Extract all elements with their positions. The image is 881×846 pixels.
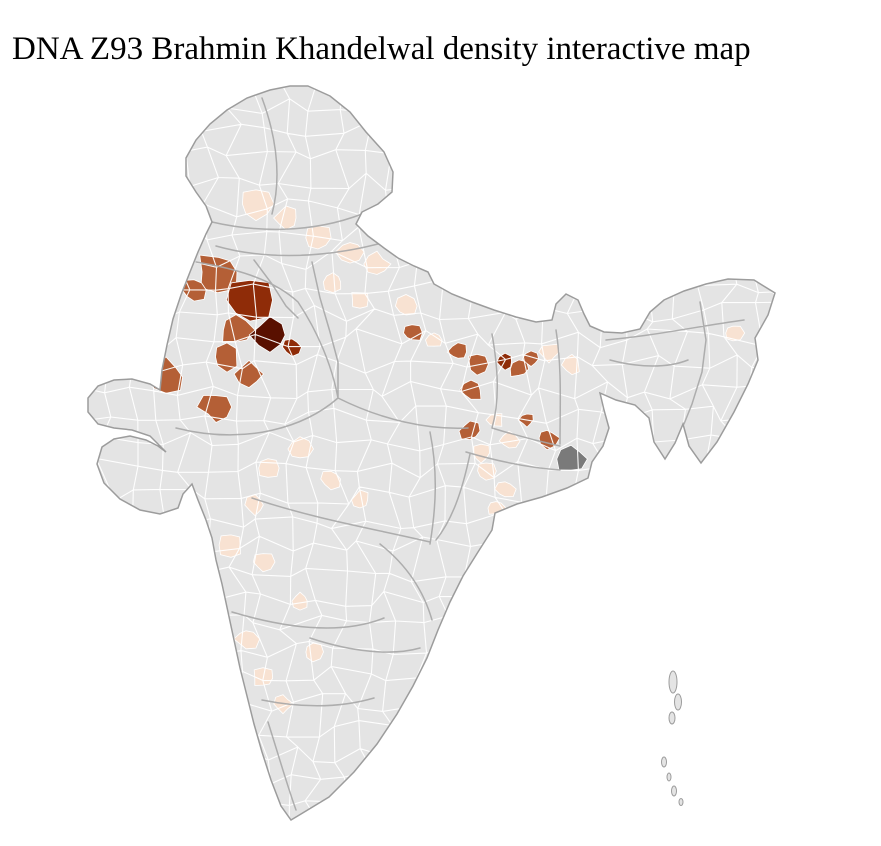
- district-region-low[interactable]: [363, 250, 392, 275]
- district-region-medium[interactable]: [446, 342, 467, 359]
- andaman-nicobar-islands[interactable]: [661, 670, 684, 806]
- district-region-low[interactable]: [320, 470, 341, 491]
- island[interactable]: [674, 693, 682, 711]
- island[interactable]: [666, 772, 672, 782]
- island[interactable]: [678, 798, 684, 806]
- district-region-high[interactable]: [225, 279, 273, 322]
- district-region-highest[interactable]: [248, 316, 286, 353]
- district-region-low[interactable]: [218, 534, 242, 558]
- district-region-low[interactable]: [425, 332, 443, 347]
- island[interactable]: [668, 670, 678, 694]
- island[interactable]: [671, 785, 677, 797]
- district-region-high[interactable]: [282, 338, 302, 357]
- india-landmass[interactable]: [88, 86, 775, 820]
- district-region-low[interactable]: [252, 553, 276, 573]
- district-region-low[interactable]: [538, 343, 561, 364]
- district-region-medium[interactable]: [403, 324, 423, 341]
- district-region-medium[interactable]: [521, 350, 540, 368]
- district-region-medium[interactable]: [517, 413, 534, 428]
- district-region-low[interactable]: [291, 591, 308, 611]
- district-region-low[interactable]: [322, 272, 342, 294]
- district-regions: [142, 189, 746, 715]
- island[interactable]: [661, 756, 667, 768]
- page-title: DNA Z93 Brahmin Khandelwal density inter…: [12, 31, 751, 68]
- island[interactable]: [668, 711, 676, 725]
- district-region-low[interactable]: [273, 205, 297, 231]
- state-borders: [175, 97, 745, 811]
- district-region-low[interactable]: [258, 458, 280, 478]
- district-region-medium[interactable]: [233, 359, 265, 389]
- district-region-medium[interactable]: [459, 379, 482, 400]
